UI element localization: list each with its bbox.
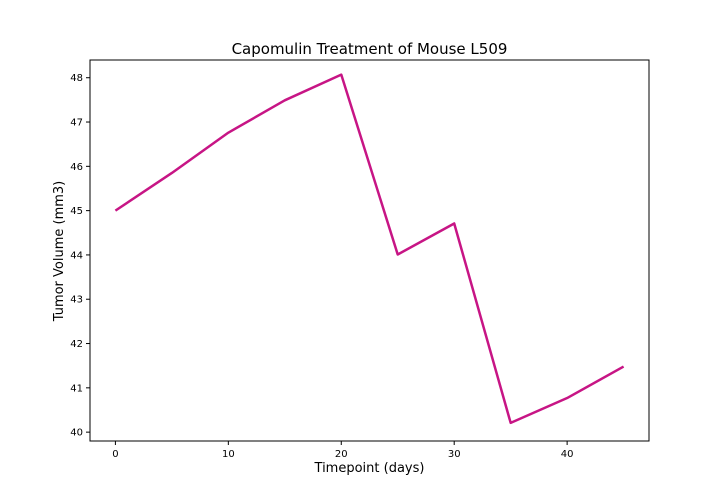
x-tick-label: 40: [561, 449, 574, 460]
y-tick-label: 43: [70, 295, 83, 306]
x-tick-label: 0: [112, 449, 118, 460]
plot-frame: [89, 59, 650, 442]
y-tick-label: 42: [70, 339, 83, 350]
x-tick-label: 20: [335, 449, 348, 460]
y-tick-label: 47: [70, 118, 83, 129]
x-axis-label: Timepoint (days): [314, 461, 425, 476]
y-tick-label: 44: [70, 250, 83, 261]
plot-area: 0 10 20 30 40 40 41 42 43 44 45 46 47 48: [70, 59, 650, 460]
y-tick-label: 46: [70, 162, 83, 173]
data-series-line: [114, 73, 625, 425]
x-tick-label: 30: [448, 449, 461, 460]
y-tick-label: 41: [70, 383, 83, 394]
y-tick-label: 40: [70, 428, 83, 439]
y-axis-label: Tumor Volume (mm3): [52, 181, 67, 323]
y-tick-label: 45: [70, 206, 83, 217]
y-tick-label: 48: [70, 73, 83, 84]
x-tick-label: 10: [222, 449, 235, 460]
chart-title: Capomulin Treatment of Mouse L509: [232, 40, 508, 58]
